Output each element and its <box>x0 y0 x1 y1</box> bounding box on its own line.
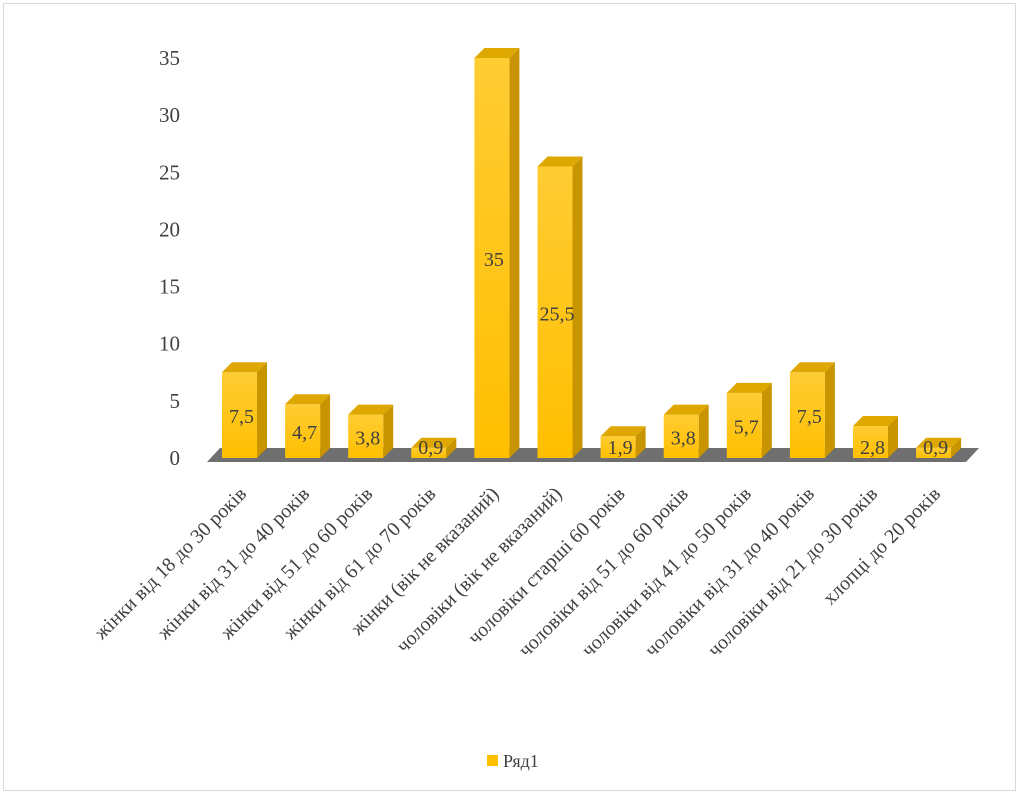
bar-front <box>853 426 888 458</box>
data-label: 7,5 <box>229 406 254 428</box>
bar-side <box>257 362 267 458</box>
bar-top <box>600 426 646 437</box>
bar-top <box>222 362 267 373</box>
bar-side <box>572 156 583 458</box>
y-tick-label: 15 <box>159 275 180 299</box>
bar-side <box>951 437 962 458</box>
data-label: 25,5 <box>540 303 575 325</box>
bar-front <box>285 404 321 458</box>
y-tick-label: 25 <box>159 160 180 184</box>
bar-top <box>474 47 520 58</box>
data-label: 0,9 <box>418 437 443 459</box>
bar <box>537 156 583 458</box>
data-label: 2,8 <box>860 437 885 459</box>
bar-side <box>635 426 646 458</box>
bar-top <box>663 404 709 415</box>
bar <box>411 437 457 458</box>
y-tick-label: 20 <box>159 217 180 241</box>
bar-top <box>411 437 457 448</box>
y-tick-label: 5 <box>170 389 181 413</box>
bar-top <box>726 382 772 393</box>
bar <box>916 437 962 458</box>
bar-top <box>853 415 898 426</box>
data-label: 7,5 <box>797 406 822 428</box>
y-tick-label: 30 <box>159 103 180 127</box>
data-label: 35 <box>484 249 504 271</box>
data-label: 5,7 <box>734 416 759 438</box>
bar-side <box>888 415 898 458</box>
bar-top <box>285 394 331 405</box>
bar <box>474 47 520 459</box>
y-tick-label: 0 <box>170 446 181 470</box>
bar-top <box>916 437 962 448</box>
bar-front <box>726 392 762 458</box>
x-tick-label: хлопці до 20 років <box>819 483 945 609</box>
bar-side <box>446 437 457 458</box>
bar-top <box>348 404 394 415</box>
chart-floor <box>207 448 979 462</box>
data-label: 1,9 <box>608 437 633 459</box>
bar-front <box>663 414 699 458</box>
bar-side <box>320 394 331 458</box>
bar-side <box>509 47 520 458</box>
bar <box>663 404 709 458</box>
legend-swatch <box>487 755 498 766</box>
bar-front <box>222 372 257 458</box>
bar <box>726 382 772 458</box>
bar-side <box>698 404 709 458</box>
legend-series-name: Ряд1 <box>503 751 539 771</box>
y-tick-label: 35 <box>159 46 180 70</box>
bar <box>853 415 898 458</box>
bar-front <box>348 414 384 458</box>
bar-side <box>824 362 835 458</box>
data-label: 3,8 <box>355 427 380 449</box>
data-label: 0,9 <box>923 437 948 459</box>
bar <box>348 404 394 458</box>
bar-front <box>789 372 825 458</box>
bar-top <box>537 156 583 167</box>
y-tick-label: 10 <box>159 332 180 356</box>
bar-front <box>411 447 447 458</box>
data-label: 4,7 <box>292 422 317 444</box>
bar-side <box>761 382 772 458</box>
bar <box>222 362 267 458</box>
bar-front <box>537 166 573 458</box>
bar-front <box>474 57 510 459</box>
bar <box>285 394 331 458</box>
bar-front <box>916 447 952 458</box>
bar-top <box>789 362 835 373</box>
data-label: 3,8 <box>671 427 696 449</box>
bar <box>789 362 835 458</box>
bar <box>600 426 646 458</box>
bar-front <box>600 436 636 458</box>
bar-side <box>383 404 394 458</box>
